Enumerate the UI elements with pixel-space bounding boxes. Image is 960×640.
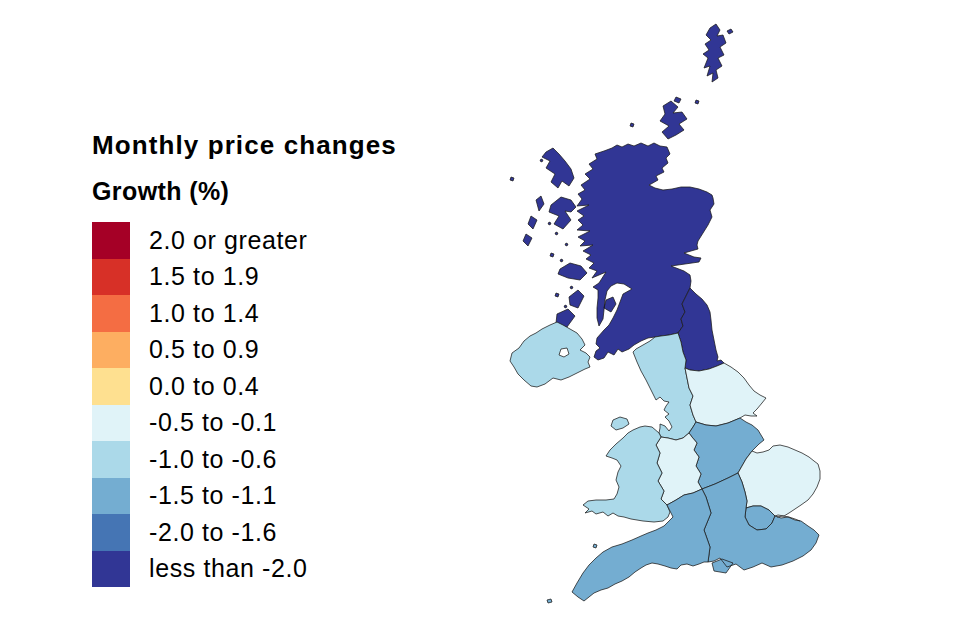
uk-choropleth-map: [0, 0, 960, 640]
region-northern-ireland[interactable]: [510, 322, 590, 387]
page: { "title": "Monthly price changes", "leg…: [0, 0, 960, 640]
region-yorkshire-and-the-humber[interactable]: [685, 363, 766, 426]
region-east-of-england[interactable]: [738, 445, 820, 516]
region-wales[interactable]: [583, 417, 670, 522]
